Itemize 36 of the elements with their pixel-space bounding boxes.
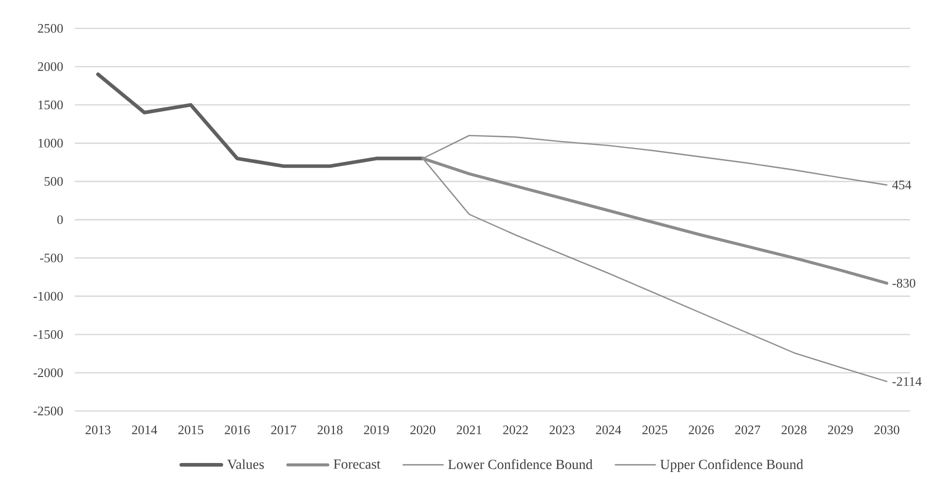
legend-label: Upper Confidence Bound bbox=[660, 459, 804, 472]
x-tick-label: 2025 bbox=[642, 426, 668, 434]
x-tick-label: 2017 bbox=[271, 426, 296, 434]
x-tick-label: 2020 bbox=[410, 426, 436, 434]
x-tick-label: 2022 bbox=[503, 426, 528, 434]
x-tick-label: 2014 bbox=[132, 426, 158, 434]
y-tick-label: -2000 bbox=[34, 368, 63, 378]
x-tick-label: 2026 bbox=[688, 426, 714, 434]
x-tick-label: 2029 bbox=[828, 426, 853, 434]
x-tick-label: 2019 bbox=[364, 426, 389, 434]
x-tick-label: 2030 bbox=[874, 426, 900, 434]
y-tick-label: -1500 bbox=[34, 330, 63, 339]
y-tick-label: 500 bbox=[44, 177, 63, 186]
x-tick-label: 2016 bbox=[224, 426, 250, 434]
y-tick-label: -1000 bbox=[34, 292, 63, 301]
x-tick-label: 2028 bbox=[782, 426, 806, 434]
x-tick-label: 2024 bbox=[596, 426, 622, 434]
x-tick-label: 2027 bbox=[735, 426, 760, 434]
y-tick-label: -500 bbox=[40, 254, 63, 262]
y-tick-label: 1000 bbox=[38, 138, 63, 148]
legend-label: Lower Confidence Bound bbox=[448, 459, 593, 470]
y-tick-label: 2500 bbox=[38, 24, 63, 33]
x-tick-label: 2018 bbox=[318, 426, 342, 434]
data-label: 454 bbox=[892, 180, 912, 190]
legend-label: Forecast bbox=[334, 460, 380, 469]
y-tick-label: -2500 bbox=[34, 406, 63, 416]
y-tick-label: 1500 bbox=[38, 100, 63, 110]
x-tick-label: 2013 bbox=[86, 426, 110, 434]
x-tick-label: 2023 bbox=[550, 426, 574, 434]
x-tick-label: 2021 bbox=[456, 426, 482, 434]
y-tick-label: 2000 bbox=[38, 62, 63, 72]
x-tick-label: 2015 bbox=[178, 426, 204, 434]
data-label: -2114 bbox=[892, 377, 922, 386]
y-tick-label: 0 bbox=[57, 215, 63, 224]
legend-label: Values bbox=[227, 459, 264, 470]
data-label: -830 bbox=[892, 278, 916, 288]
